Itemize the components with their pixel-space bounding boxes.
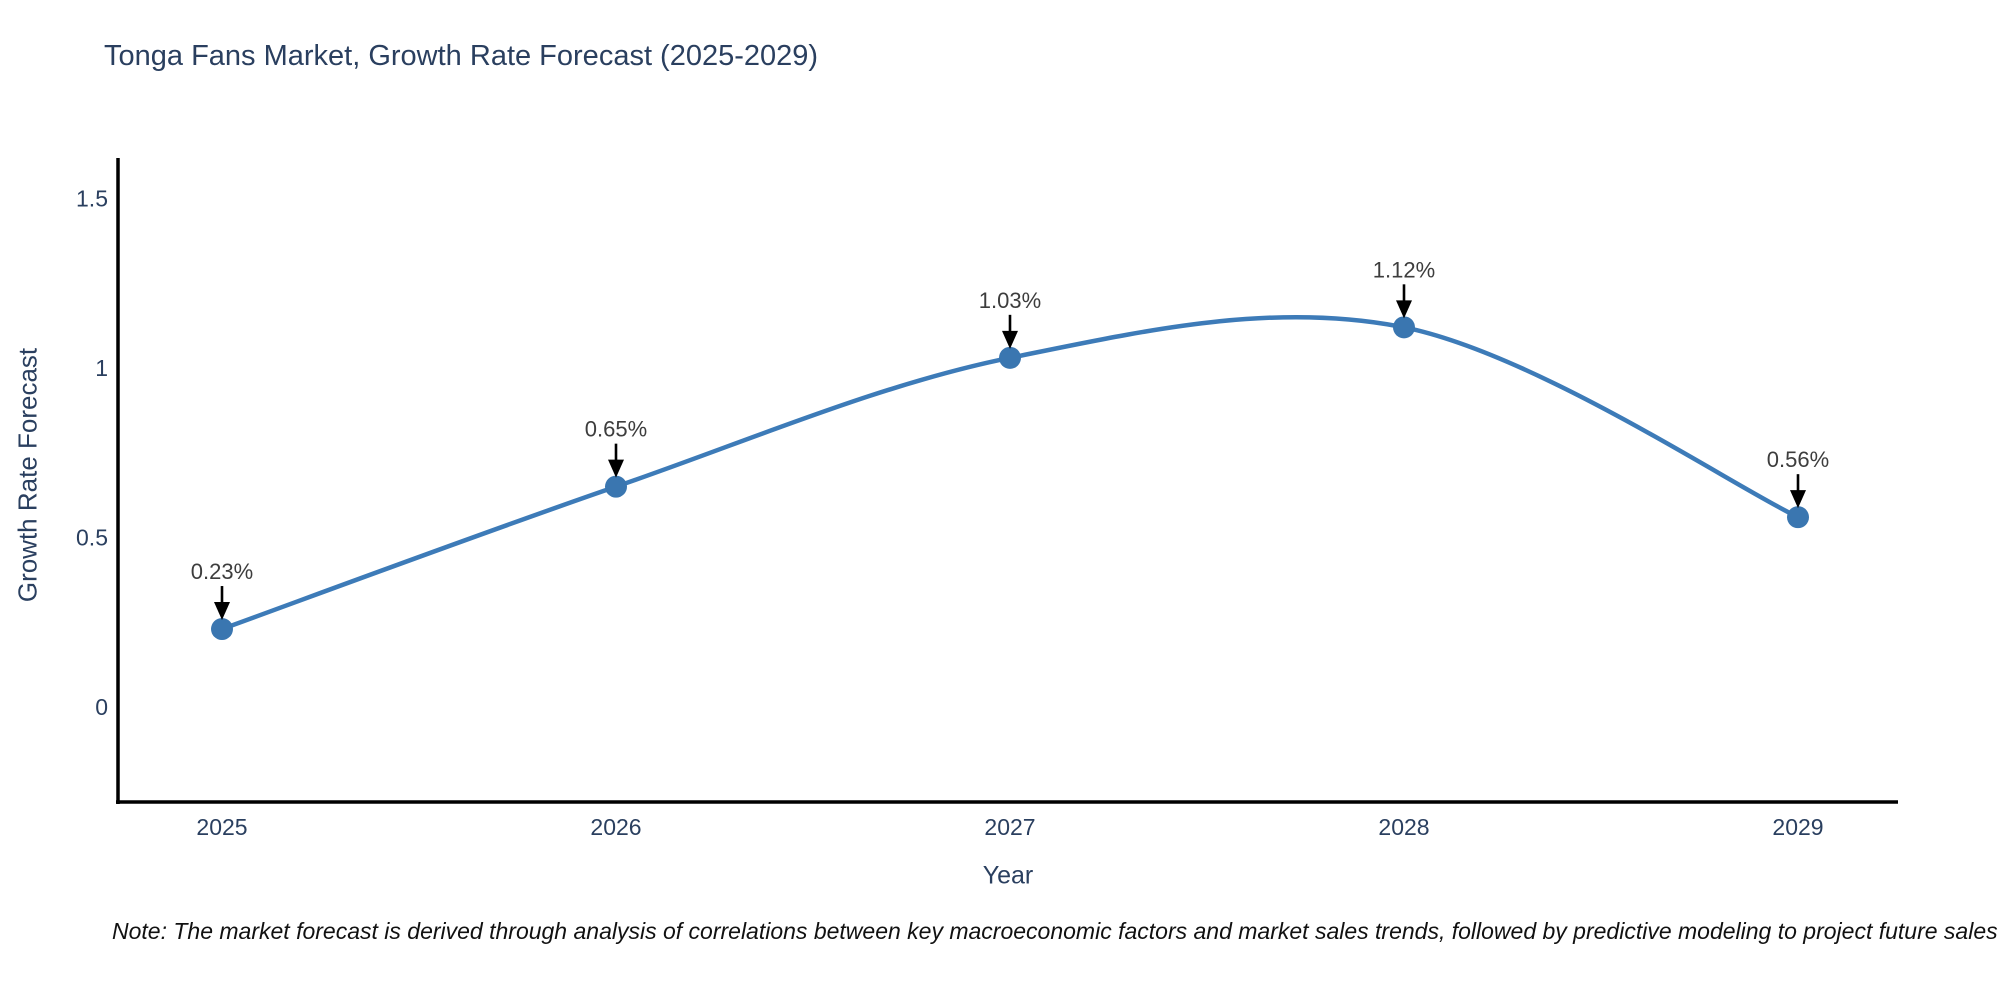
point-value-label: 1.03% xyxy=(979,288,1041,313)
chart-title: Tonga Fans Market, Growth Rate Forecast … xyxy=(104,40,819,72)
point-value-label: 0.23% xyxy=(191,559,253,584)
y-tick-label: 1 xyxy=(95,355,108,381)
annotation-arrow-head xyxy=(608,459,624,478)
data-point-marker xyxy=(605,475,627,498)
x-tick-label: 2026 xyxy=(590,814,641,840)
y-tick-label: 1.5 xyxy=(76,186,108,212)
x-tick-label: 2025 xyxy=(196,814,247,840)
x-tick-label: 2029 xyxy=(1772,814,1823,840)
data-point-marker xyxy=(999,346,1021,369)
annotation-arrow-head xyxy=(1396,300,1412,319)
data-point-marker xyxy=(1393,316,1415,339)
point-value-label: 1.12% xyxy=(1373,257,1435,282)
y-tick-label: 0 xyxy=(95,694,108,720)
annotation-arrow-head xyxy=(1790,490,1806,509)
y-tick-label: 0.5 xyxy=(76,525,108,551)
annotation-arrow-head xyxy=(1002,330,1018,349)
point-value-label: 0.65% xyxy=(585,417,647,442)
x-axis-title: Year xyxy=(982,861,1034,890)
annotation-arrow-head xyxy=(214,602,230,621)
x-tick-label: 2027 xyxy=(984,814,1035,840)
footnote: Note: The market forecast is derived thr… xyxy=(112,918,1998,944)
data-point-marker xyxy=(1787,506,1809,529)
x-tick-label: 2028 xyxy=(1378,814,1429,840)
data-point-marker xyxy=(211,618,233,641)
point-value-label: 0.56% xyxy=(1767,447,1829,472)
